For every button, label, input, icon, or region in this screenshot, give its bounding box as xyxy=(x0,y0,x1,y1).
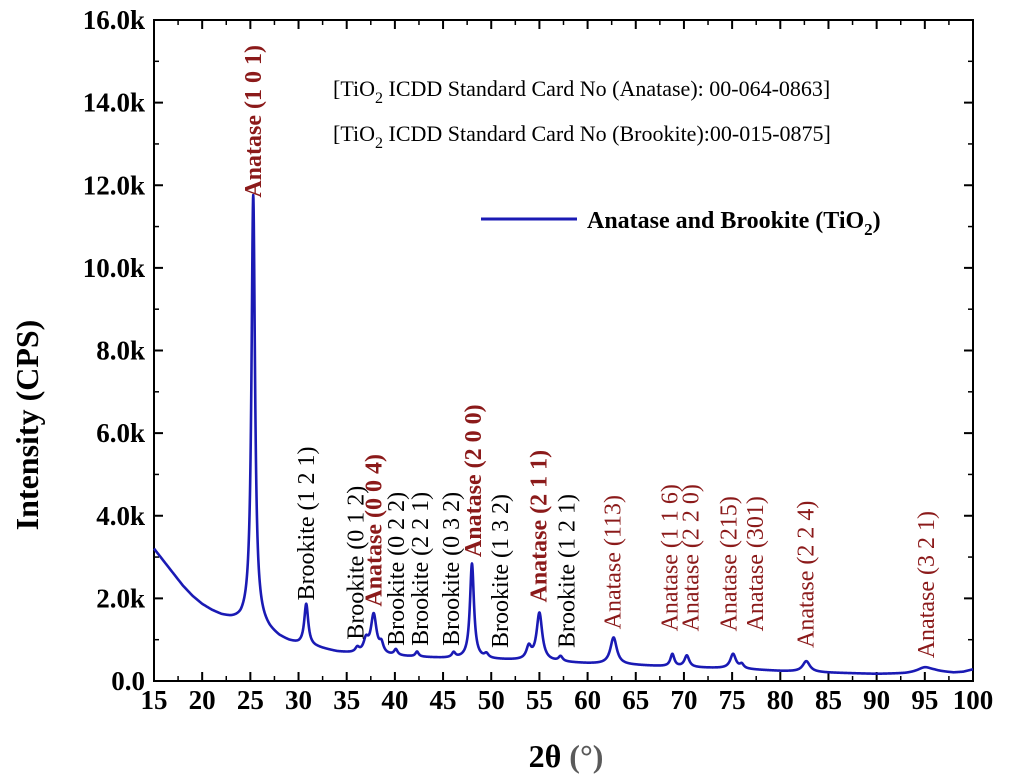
peak-label-anatase: Anatase (2 2 0) xyxy=(679,484,705,631)
y-tick-label: 12.0k xyxy=(83,170,145,200)
legend: Anatase and Brookite (TiO2) xyxy=(481,208,881,239)
x-tick-label: 20 xyxy=(189,685,216,715)
axes: 15 20 25 30 35 40 45 50 55 60 65 70 75 80 85 90 95 100 0.0… xyxy=(83,5,994,715)
peak-label-anatase: Anatase (215) xyxy=(716,496,742,631)
x-tick-label: 35 xyxy=(333,685,360,715)
x-tick-label: 65 xyxy=(622,685,649,715)
peak-label-brookite: Brookite (0 2 2) xyxy=(384,492,410,646)
x-tick-label: 70 xyxy=(670,685,697,715)
peak-label-anatase: Anatase (301) xyxy=(743,496,769,631)
icdd-brookite-card: [TiO2 ICDD Standard Card No (Brookite):0… xyxy=(333,121,831,152)
x-tick-label: 30 xyxy=(285,685,312,715)
x-tick-label: 55 xyxy=(526,685,553,715)
peak-label-anatase: Anatase (3 2 1) xyxy=(914,511,940,658)
x-tick-label: 40 xyxy=(381,685,408,715)
y-tick-label: 2.0k xyxy=(96,583,145,613)
y-tick-label: 8.0k xyxy=(96,336,145,366)
x-axis-label-symbol: 2θ xyxy=(529,738,562,774)
x-tick-label: 85 xyxy=(815,685,842,715)
peak-label-anatase: Anatase (113) xyxy=(601,495,627,629)
y-tick-label: 14.0k xyxy=(83,88,145,118)
x-axis-label: 2θ (°) xyxy=(529,738,604,774)
peak-labels: Anatase (1 0 1) Brookite (1 2 1) Brookite … xyxy=(241,45,940,658)
series-line-anatase-brookite xyxy=(152,193,975,676)
x-tick-label: 45 xyxy=(430,685,457,715)
x-tick-label: 50 xyxy=(478,685,505,715)
peak-label-brookite: Brookite (0 1 2) xyxy=(343,486,369,640)
series-layer xyxy=(152,193,975,676)
peak-label-anatase: Anatase (2 2 4) xyxy=(793,501,819,648)
y-axis-label: Intensity (CPS) xyxy=(9,320,45,531)
peak-label-anatase: Anatase (2 1 1) xyxy=(526,450,552,603)
x-tick-label: 75 xyxy=(719,685,746,715)
peak-label-anatase: Anatase (0 0 4) xyxy=(362,454,388,607)
icdd-annotations: [TiO2 ICDD Standard Card No (Anatase): 0… xyxy=(333,76,831,152)
y-tick-label: 10.0k xyxy=(83,253,145,283)
peak-label-brookite: Brookite (1 2 1) xyxy=(294,446,320,600)
y-tick-label: 0.0 xyxy=(111,666,145,696)
peak-label-anatase: Anatase (2 0 0) xyxy=(461,404,487,557)
x-tick-label: 90 xyxy=(863,685,890,715)
x-tick-label: 15 xyxy=(141,685,168,715)
peak-label-anatase: Anatase (1 0 1) xyxy=(241,45,267,198)
peak-label-brookite: Brookite (1 2 1) xyxy=(554,494,580,648)
x-tick-label: 80 xyxy=(767,685,794,715)
legend-label: Anatase and Brookite (TiO2) xyxy=(587,208,881,239)
icdd-anatase-card: [TiO2 ICDD Standard Card No (Anatase): 0… xyxy=(333,76,830,107)
peak-label-brookite: Brookite (0 3 2) xyxy=(439,492,465,646)
y-tick-label: 16.0k xyxy=(83,5,145,35)
y-tick-label: 4.0k xyxy=(96,501,145,531)
x-tick-label: 60 xyxy=(574,685,601,715)
peak-label-brookite: Brookite (2 2 1) xyxy=(408,492,434,646)
peak-label-anatase: Anatase (1 1 6) xyxy=(657,484,683,631)
peak-label-brookite: Brookite (1 3 2) xyxy=(488,494,514,648)
x-tick-label: 95 xyxy=(911,685,938,715)
x-tick-label: 100 xyxy=(953,685,994,715)
x-axis-label-unit: (°) xyxy=(569,738,603,774)
x-tick-label: 25 xyxy=(237,685,264,715)
y-tick-label: 6.0k xyxy=(96,418,145,448)
